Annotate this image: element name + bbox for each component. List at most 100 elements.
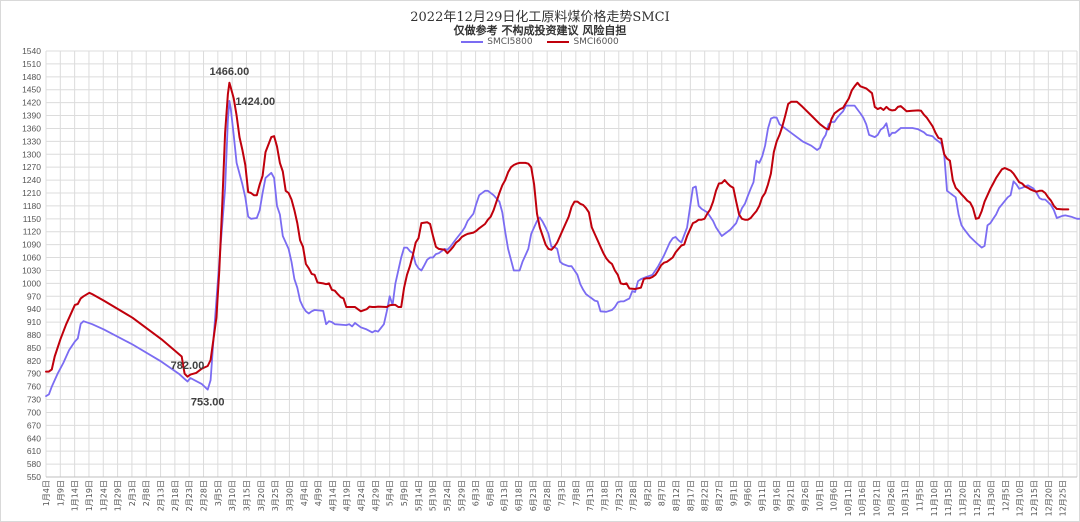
x-tick-label: 7月3日 [558, 480, 567, 506]
y-tick-label: 550 [27, 472, 41, 482]
x-tick-label: 7月8日 [572, 480, 581, 506]
y-tick-label: 1390 [22, 111, 41, 121]
x-tick-label: 3月15日 [242, 480, 251, 511]
x-tick-label: 10月6日 [830, 480, 839, 511]
y-tick-label: 910 [27, 317, 41, 327]
y-tick-label: 610 [27, 446, 41, 456]
x-tick-label: 12月15日 [1030, 480, 1039, 516]
chart-title: 2022年12月29日化工原料煤价格走势SMCI [410, 10, 670, 25]
x-tick-label: 9月26日 [801, 480, 810, 511]
x-tick-label: 9月21日 [787, 480, 796, 511]
x-tick-label: 7月18日 [600, 480, 609, 511]
x-tick-label: 11月25日 [973, 480, 982, 516]
x-tick-label: 6月28日 [543, 480, 552, 511]
x-tick-label: 2月18日 [171, 480, 180, 511]
x-tick-label: 6月23日 [529, 480, 538, 511]
x-tick-label: 8月12日 [672, 480, 681, 511]
x-tick-label: 10月31日 [901, 480, 910, 516]
x-tick-label: 5月14日 [414, 480, 423, 511]
y-tick-label: 1060 [22, 253, 41, 263]
x-tick-label: 11月30日 [987, 480, 996, 516]
y-tick-label: 670 [27, 420, 41, 430]
y-tick-label: 1510 [22, 59, 41, 69]
x-tick-label: 5月19日 [429, 480, 438, 511]
x-tick-label: 2月13日 [157, 480, 166, 511]
data-label: 1466.00 [210, 66, 250, 78]
y-tick-label: 970 [27, 291, 41, 301]
x-tick-label: 7月13日 [586, 480, 595, 511]
x-tick-label: 10月26日 [887, 480, 896, 516]
y-tick-label: 1030 [22, 265, 41, 275]
y-tick-label: 940 [27, 304, 41, 314]
x-tick-label: 9月1日 [729, 480, 738, 506]
x-tick-label: 11月20日 [958, 480, 967, 516]
x-tick-label: 11月15日 [944, 480, 953, 516]
x-tick-label: 4月19日 [343, 480, 352, 511]
x-tick-label: 3月5日 [214, 480, 223, 506]
y-tick-label: 1480 [22, 72, 41, 82]
x-tick-label: 5月24日 [443, 480, 452, 511]
y-tick-label: 1150 [23, 214, 42, 224]
data-label: 1424.00 [235, 96, 275, 108]
data-label: 753.00 [191, 397, 225, 409]
y-tick-label: 640 [27, 433, 41, 443]
x-tick-label: 1月9日 [56, 480, 65, 506]
x-tick-label: 3月10日 [228, 480, 237, 511]
x-tick-label: 9月16日 [772, 480, 781, 511]
x-tick-label: 6月18日 [515, 480, 524, 511]
x-tick-label: 4月24日 [357, 480, 366, 511]
y-tick-label: 700 [27, 407, 41, 417]
x-tick-label: 8月7日 [658, 480, 667, 506]
y-tick-label: 790 [27, 369, 41, 379]
y-tick-label: 1360 [22, 123, 41, 133]
y-tick-label: 1540 [22, 46, 41, 56]
legend-item-smci6000[interactable]: SMCI6000 [547, 37, 619, 47]
x-tick-label: 9月11日 [758, 480, 767, 511]
x-tick-label: 11月10日 [930, 480, 939, 516]
x-tick-label: 5月9日 [400, 480, 409, 506]
x-tick-label: 2月28日 [200, 480, 209, 511]
legend-swatch [547, 40, 570, 43]
x-tick-label: 12月20日 [1044, 480, 1053, 516]
x-tick-label: 3月30日 [285, 480, 294, 511]
legend-item-smci5800[interactable]: SMCI5800 [461, 37, 533, 47]
chart-subtitle: 仅做参考 不构成投资建议 风险自担 [453, 24, 627, 37]
x-tick-label: 5月29日 [457, 480, 466, 511]
x-tick-label: 7月23日 [615, 480, 624, 511]
legend-swatch [461, 40, 484, 43]
y-tick-label: 1270 [22, 162, 41, 172]
x-tick-label: 10月1日 [815, 480, 824, 511]
legend-label: SMCI6000 [573, 37, 619, 47]
x-tick-label: 11月5日 [915, 480, 924, 511]
x-tick-label: 6月3日 [472, 480, 481, 506]
y-tick-label: 1300 [22, 149, 41, 159]
series-line-smci5800 [45, 100, 1080, 397]
x-tick-label: 4月9日 [314, 480, 323, 506]
x-tick-label: 12月10日 [1016, 480, 1025, 516]
x-tick-label: 7月28日 [629, 480, 638, 511]
x-tick-label: 3月25日 [271, 480, 280, 511]
x-tick-label: 8月17日 [686, 480, 695, 511]
x-tick-label: 2月23日 [185, 480, 194, 511]
y-tick-label: 1450 [22, 85, 41, 95]
y-tick-label: 1330 [22, 136, 41, 146]
y-tick-label: 820 [27, 356, 41, 366]
x-tick-label: 3月20日 [257, 480, 266, 511]
legend-label: SMCI5800 [487, 37, 533, 47]
data-label: 782.00 [171, 360, 205, 372]
x-tick-label: 2月3日 [128, 480, 137, 506]
y-tick-label: 880 [27, 330, 41, 340]
x-tick-label: 12月5日 [1001, 480, 1010, 511]
x-tick-label: 1月24日 [99, 480, 108, 511]
y-tick-label: 850 [27, 343, 41, 353]
x-tick-label: 12月25日 [1059, 480, 1068, 516]
x-tick-label: 1月19日 [85, 480, 94, 511]
x-tick-label: 2月8日 [142, 480, 151, 506]
y-tick-label: 1180 [23, 201, 42, 211]
y-tick-label: 1420 [22, 98, 41, 108]
x-tick-label: 5月4日 [386, 480, 395, 506]
x-tick-label: 1月4日 [42, 480, 51, 506]
x-tick-label: 8月22日 [701, 480, 710, 511]
x-tick-label: 1月29日 [114, 480, 123, 511]
